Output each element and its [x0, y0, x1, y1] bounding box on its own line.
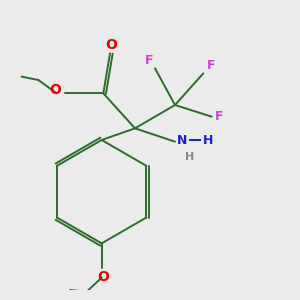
Text: N: N: [177, 134, 187, 146]
Text: O: O: [106, 38, 118, 52]
Text: H: H: [203, 134, 214, 146]
Text: H: H: [185, 152, 195, 162]
Text: F: F: [215, 110, 224, 123]
Text: O: O: [49, 83, 61, 97]
Text: F: F: [207, 59, 215, 72]
Text: O: O: [98, 270, 109, 284]
Text: F: F: [145, 54, 153, 67]
